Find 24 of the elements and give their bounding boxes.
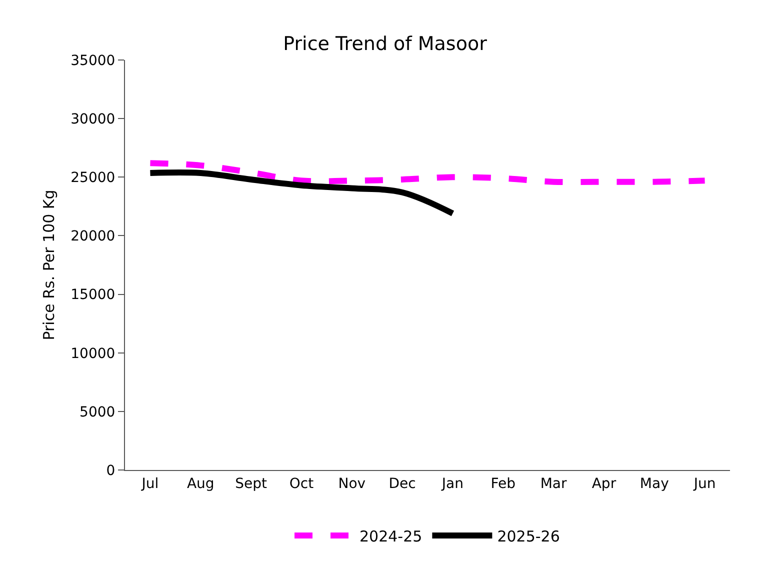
x-tick-label: Aug: [186, 476, 214, 492]
y-axis-title: Price Rs. Per 100 Kg: [40, 190, 58, 340]
y-tick-label: 20000: [70, 228, 116, 245]
x-tick-label: Nov: [338, 476, 366, 492]
y-tick-label: 25000: [70, 170, 116, 186]
x-tick-label: Jun: [692, 476, 716, 492]
chart-title: Price Trend of Masoor: [283, 33, 488, 56]
y-tick-label: 10000: [70, 346, 116, 362]
y-tick-label: 5000: [80, 404, 116, 420]
y-tick-label: 35000: [70, 52, 116, 69]
y-tick-label: 0: [106, 462, 116, 479]
x-tick-label: Jul: [140, 476, 159, 492]
x-tick-label: Feb: [490, 476, 516, 492]
y-tick-label: 30000: [70, 111, 116, 128]
x-tick-label: Sept: [235, 476, 268, 492]
x-tick-label: Oct: [289, 476, 314, 492]
x-tick-label: Apr: [592, 476, 616, 492]
x-tick-label: Mar: [540, 476, 567, 492]
x-tick-label: Dec: [388, 476, 416, 492]
legend-label: 2024-25: [360, 527, 422, 546]
x-tick-label: Jan: [440, 476, 464, 492]
x-tick-label: May: [640, 476, 669, 492]
y-tick-label: 15000: [70, 287, 116, 304]
legend-label: 2025-26: [497, 527, 560, 546]
